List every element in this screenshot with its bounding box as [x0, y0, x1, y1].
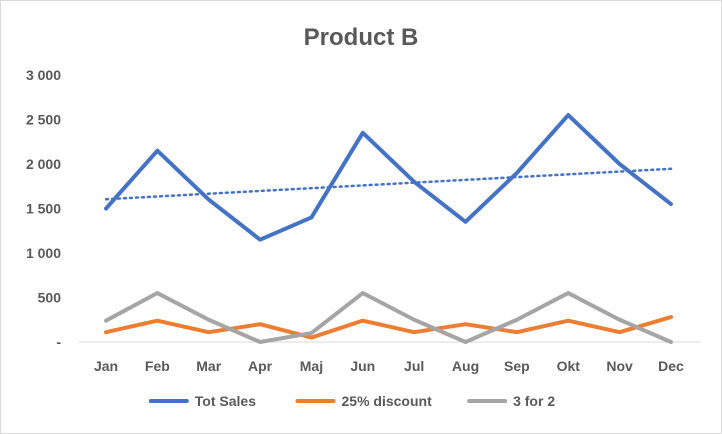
series-line-0	[104, 113, 673, 242]
y-tick-label: 500	[38, 290, 62, 306]
y-tick-label: 3 000	[26, 67, 61, 83]
x-tick-label: Jan	[94, 358, 118, 374]
trendline-group	[104, 167, 673, 201]
y-tick-label: 1 000	[26, 245, 61, 261]
legend: Tot Sales 25% discount 3 for 2	[148, 393, 555, 409]
x-tick-label: Nov	[606, 358, 633, 374]
trendline	[104, 167, 673, 201]
y-tick-label: 1 500	[26, 201, 61, 217]
x-tick-label: Jul	[404, 358, 424, 374]
y-tick-label: -	[56, 334, 61, 350]
x-axis-ticks: Jan Feb Mar Apr Maj Jun Jul Aug Sep Okt Nov Dec	[94, 358, 684, 374]
legend-label-0: Tot Sales	[195, 393, 256, 409]
legend-label-2: 3 for 2	[513, 393, 555, 409]
x-tick-label: Sep	[504, 358, 530, 374]
x-tick-label: Dec	[658, 358, 684, 374]
x-tick-label: Mar	[196, 358, 221, 374]
y-axis-ticks: - 500 1 000 1 500 2 000 2 500 3 000	[26, 67, 61, 350]
series-line-1	[104, 315, 673, 340]
x-tick-label: Jun	[350, 358, 375, 374]
y-tick-label: 2 000	[26, 156, 61, 172]
chart-title: Product B	[304, 24, 419, 51]
series-line-2	[104, 291, 673, 344]
x-tick-label: Maj	[300, 358, 323, 374]
x-tick-label: Apr	[248, 358, 273, 374]
series-group	[104, 113, 673, 344]
x-tick-label: Feb	[145, 358, 170, 374]
y-tick-label: 2 500	[26, 112, 61, 128]
legend-label-1: 25% discount	[342, 393, 433, 409]
x-tick-label: Aug	[452, 358, 479, 374]
x-tick-label: Okt	[557, 358, 581, 374]
